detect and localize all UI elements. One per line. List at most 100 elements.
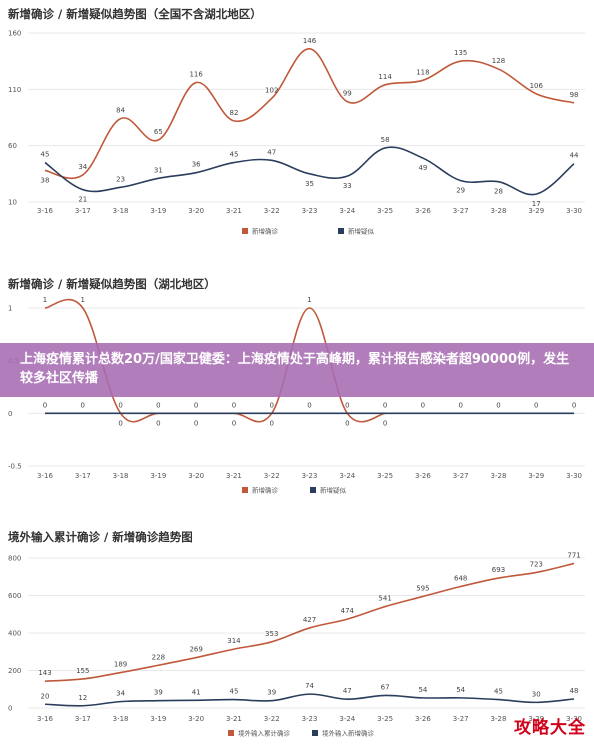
x-tick-label: 3-29 xyxy=(528,207,544,215)
x-tick-label: 3-18 xyxy=(113,472,129,480)
x-tick-label: 3-21 xyxy=(226,207,242,215)
x-tick-label: 3-25 xyxy=(377,207,393,215)
data-label: 723 xyxy=(530,560,543,568)
chart-svg-1: 10 60 110 160 3-16 3-17 3-18 3-19 3-20 3-21 3-22 3-… xyxy=(8,30,585,236)
data-label: 146 xyxy=(303,37,317,45)
legend-label[interactable]: 境外输入新增确诊 xyxy=(322,729,375,738)
x-tick-label: 3-21 xyxy=(226,715,242,723)
data-label: 427 xyxy=(303,616,316,624)
x-tick-label: 3-26 xyxy=(415,472,431,480)
x-tick-label: 3-16 xyxy=(37,715,53,723)
data-label: 38 xyxy=(41,176,50,184)
headline-text[interactable]: 上海疫情累计总数20万/国家卫健委：上海疫情处于高峰期，累计报告感染者超9000… xyxy=(20,352,570,386)
data-label: 31 xyxy=(154,166,163,174)
x-tick-label: 3-19 xyxy=(150,207,166,215)
data-label: 474 xyxy=(341,607,355,615)
data-label: 58 xyxy=(381,136,390,144)
y-tick-label: 600 xyxy=(8,592,21,600)
legend-label[interactable]: 新增确诊 xyxy=(252,486,279,495)
chart-title-3: 境外输入累计确诊 / 新增确诊趋势图 xyxy=(8,530,193,544)
data-label: 0 xyxy=(458,401,462,409)
y-tick-label: 0 xyxy=(8,410,12,418)
y-tick-label: 160 xyxy=(8,30,21,38)
x-tick-label: 3-30 xyxy=(566,715,582,723)
data-label: 45 xyxy=(494,688,503,696)
x-tick-label: 3-17 xyxy=(75,715,91,723)
data-label: 106 xyxy=(530,82,544,90)
legend-swatch xyxy=(228,730,234,736)
data-label: 39 xyxy=(154,689,163,697)
data-label: 0 xyxy=(194,419,198,427)
legend-label[interactable]: 新增疑似 xyxy=(348,227,375,236)
x-tick-label: 3-18 xyxy=(113,715,129,723)
data-label: 35 xyxy=(305,180,314,188)
x-tick-label: 3-26 xyxy=(415,715,431,723)
data-label: 0 xyxy=(534,401,538,409)
data-label: 0 xyxy=(572,401,576,409)
data-label: 0 xyxy=(232,401,236,409)
data-label: 314 xyxy=(227,637,241,645)
x-tick-label: 3-27 xyxy=(453,207,469,215)
data-label: 54 xyxy=(456,686,465,694)
legend-label[interactable]: 新增确诊 xyxy=(252,227,279,236)
data-label: 143 xyxy=(38,669,51,677)
x-tick-label: 3-30 xyxy=(566,207,582,215)
y-tick-label: 110 xyxy=(8,86,21,94)
data-label: 155 xyxy=(76,667,89,675)
data-label: 0 xyxy=(345,419,349,427)
data-label: 82 xyxy=(229,109,238,117)
chart-title-2: 新增确诊 / 新增疑似趋势图（湖北地区） xyxy=(8,277,216,291)
x-tick-label: 3-24 xyxy=(339,472,355,480)
data-label: 21 xyxy=(78,196,87,204)
x-tick-label: 3-26 xyxy=(415,207,431,215)
data-label: 0 xyxy=(270,401,274,409)
x-tick-label: 3-25 xyxy=(377,715,393,723)
data-label: 0 xyxy=(81,401,85,409)
x-tick-label: 3-22 xyxy=(264,472,280,480)
y-tick-label: 200 xyxy=(8,667,21,675)
x-tick-label: 3-21 xyxy=(226,472,242,480)
legend-swatch xyxy=(312,730,318,736)
data-label: 28 xyxy=(494,188,503,196)
data-label: 0 xyxy=(156,401,160,409)
y-tick-label: 10 xyxy=(8,199,17,207)
chart-svg-3: 0 200 400 600 800 3-16 3-17 3-18 3-19 3-20 3-21 3-2… xyxy=(8,551,585,738)
chart-panel-3: 境外输入累计确诊 / 新增确诊趋势图 0 200 400 600 800 3-16 3-17… xyxy=(0,523,594,744)
data-label: 648 xyxy=(454,575,467,583)
data-label: 0 xyxy=(345,401,349,409)
data-label: 228 xyxy=(152,653,165,661)
x-tick-label: 3-24 xyxy=(339,207,355,215)
legend-label[interactable]: 境外输入累计确诊 xyxy=(238,729,291,738)
data-label: 0 xyxy=(194,401,198,409)
data-label: 771 xyxy=(567,551,580,559)
data-label: 0 xyxy=(43,401,47,409)
data-label: 135 xyxy=(454,49,467,57)
data-label: 0 xyxy=(383,419,387,427)
data-label: 23 xyxy=(116,175,125,183)
data-label: 39 xyxy=(267,689,276,697)
data-label: 45 xyxy=(229,688,238,696)
y-tick-label: 800 xyxy=(8,555,21,563)
data-label: 269 xyxy=(189,646,202,654)
data-label: 353 xyxy=(265,630,278,638)
data-label: 693 xyxy=(492,566,505,574)
data-label: 0 xyxy=(421,401,425,409)
x-tick-label: 3-28 xyxy=(491,207,507,215)
data-label: 1 xyxy=(81,296,85,304)
data-label: 0 xyxy=(118,401,122,409)
x-tick-label: 3-22 xyxy=(264,715,280,723)
data-label: 116 xyxy=(189,71,203,79)
x-tick-label: 3-27 xyxy=(453,715,469,723)
data-label: 1 xyxy=(43,296,47,304)
data-label: 65 xyxy=(154,128,163,136)
data-label: 47 xyxy=(267,148,276,156)
legend-label[interactable]: 新增疑似 xyxy=(320,486,347,495)
data-label: 0 xyxy=(496,401,500,409)
x-tick-label: 3-29 xyxy=(528,472,544,480)
headline-banner[interactable]: 上海疫情累计总数20万/国家卫健委：上海疫情处于高峰期，累计报告感染者超9000… xyxy=(0,343,594,397)
data-label: 17 xyxy=(532,200,541,208)
data-label: 118 xyxy=(416,68,429,76)
data-label: 98 xyxy=(570,91,579,99)
data-label: 29 xyxy=(456,187,465,195)
series-line-0 xyxy=(44,47,575,180)
